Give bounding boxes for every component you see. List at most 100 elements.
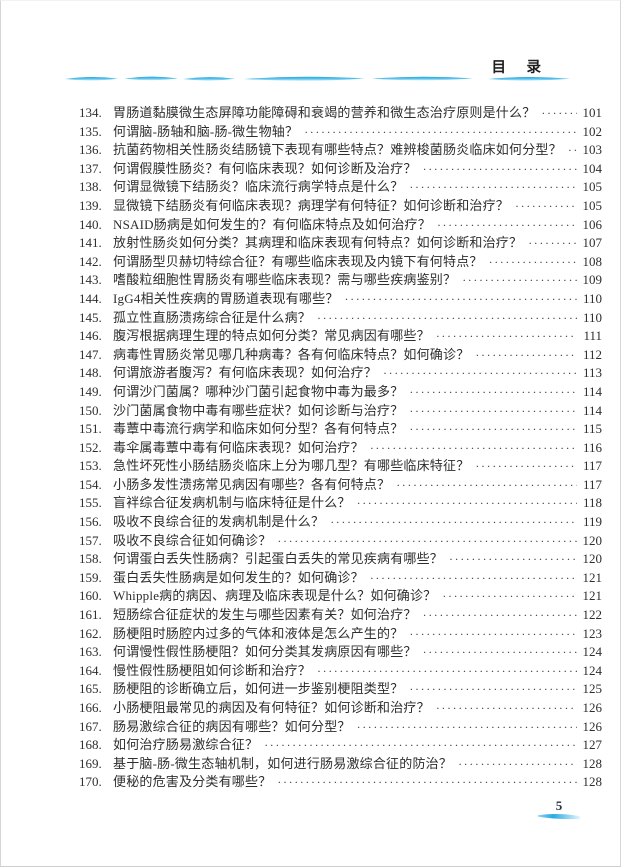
- entry-page-number: 128: [582, 755, 603, 771]
- entry-page-number: 102: [582, 123, 603, 139]
- entry-number: 154.: [79, 476, 102, 492]
- entry-title: 何谓显微镜下结肠炎？临床流行病学特点是什么？: [113, 179, 404, 195]
- entry-number: 149.: [79, 383, 102, 399]
- dot-leader: ········································…: [344, 291, 577, 306]
- toc-entry: 162. 肠梗阻时肠腔内过多的气体和液体是怎么产生的？ ··············…: [79, 625, 602, 644]
- toc-entry: 167. 肠易激综合征的病因有哪些？如何分型？ ··················…: [79, 718, 602, 737]
- toc-entry: 170. 便秘的危害及分类有哪些？ ························…: [79, 773, 602, 792]
- toc-entry: 134. 胃肠道黏膜微生态屏障功能障碍和衰竭的营养和微生态治疗原则是什么？ ····…: [79, 104, 602, 123]
- entry-page-number: 121: [582, 569, 603, 585]
- entry-number: 141.: [79, 235, 102, 251]
- entry-number: 157.: [79, 532, 102, 548]
- entry-title: 嗜酸粒细胞性胃肠炎有哪些临床表现？需与哪些疾病鉴别？: [113, 272, 457, 288]
- toc-entry: 140. NSAID肠病是如何发生的？有何临床特点及如何治疗？ ··········…: [79, 216, 602, 235]
- dot-leader: ········································…: [475, 459, 577, 474]
- entry-title: NSAID肠病是如何发生的？有何临床特点及如何治疗？: [113, 216, 431, 232]
- entry-number: 153.: [79, 458, 102, 474]
- entry-title: 急性坏死性小肠结肠炎临床上分为哪几型？有哪些临床特征？: [113, 458, 470, 474]
- entry-number: 164.: [79, 662, 102, 678]
- toc-entry: 148. 何谓旅游者腹泻？有何临床表现？如何治疗？ ················…: [79, 364, 602, 383]
- toc-entry: 160. Whipple病的病因、病理及临床表现是什么？如何确诊？ ········…: [79, 587, 602, 606]
- entry-number: 163.: [79, 644, 102, 660]
- toc-entry: 151. 毒蕈中毒流行病学和临床如何分型？各有何特点？ ··············…: [79, 420, 602, 439]
- entry-title: 蛋白丢失性肠病是如何发生的？如何确诊？: [113, 569, 364, 585]
- entry-page-number: 126: [582, 718, 603, 734]
- entry-number: 139.: [79, 197, 102, 213]
- dot-leader: ········································…: [409, 422, 577, 437]
- entry-number: 162.: [79, 625, 102, 641]
- entry-number: 147.: [79, 346, 102, 362]
- entry-title: 腹泻根据病理生理的特点如何分类？常见病因有哪些？: [113, 328, 430, 344]
- entry-page-number: 114: [582, 383, 602, 399]
- entry-page-number: 120: [582, 551, 603, 567]
- entry-page-number: 108: [582, 253, 603, 269]
- entry-title: 何谓沙门菌属？哪种沙门菌引起食物中毒为最多？: [113, 383, 404, 399]
- dot-leader: ········································…: [330, 515, 577, 530]
- entry-page-number: 110: [582, 290, 602, 306]
- entry-title: 小肠多发性溃疡常见病因有哪些？各有何特点？: [113, 476, 391, 492]
- dot-leader: ········································…: [277, 533, 577, 548]
- entry-number: 144.: [79, 290, 102, 306]
- entry-page-number: 110: [582, 309, 602, 325]
- entry-page-number: 124: [582, 644, 603, 660]
- toc-entry: 169. 基于脑-肠-微生态轴机制，如何进行肠易激综合征的防治？ ·········…: [79, 755, 602, 774]
- entry-number: 165.: [79, 681, 102, 697]
- entry-page-number: 117: [582, 476, 602, 492]
- entry-number: 150.: [79, 402, 102, 418]
- entry-number: 136.: [79, 142, 102, 158]
- dot-leader: ········································…: [356, 496, 577, 511]
- dot-leader: ········································…: [369, 440, 577, 455]
- toc-entry: 138. 何谓显微镜下结肠炎？临床流行病学特点是什么？ ··············…: [79, 178, 602, 197]
- entry-title: Whipple病的病因、病理及临床表现是什么？如何确诊？: [113, 588, 437, 604]
- folio-page-number: 5: [555, 798, 563, 813]
- entry-title: 显微镜下结肠炎有何临床表现？病理学有何特征？如何诊断和治疗？: [113, 197, 510, 213]
- entry-page-number: 128: [582, 774, 603, 790]
- dot-leader: ········································…: [435, 701, 577, 715]
- toc-entry: 139. 显微镜下结肠炎有何临床表现？病理学有何特征？如何诊断和治疗？ ······…: [79, 197, 602, 216]
- entry-page-number: 121: [582, 588, 603, 604]
- entry-number: 168.: [79, 737, 102, 753]
- dot-leader: ········································…: [528, 236, 577, 251]
- entry-page-number: 112: [582, 346, 602, 362]
- entry-title: 吸收不良综合征如何确诊？: [113, 532, 272, 548]
- toc-entry: 155. 盲袢综合征发病机制与临床特征是什么？ ··················…: [79, 494, 602, 513]
- toc-entry: 154. 小肠多发性溃疡常见病因有哪些？各有何特点？ ···············…: [79, 476, 602, 495]
- toc-entry: 159. 蛋白丢失性肠病是如何发生的？如何确诊？ ·················…: [79, 569, 602, 588]
- dot-leader: ········································…: [515, 198, 577, 213]
- entry-title: 沙门菌属食物中毒有哪些症状？如何诊断与治疗？: [113, 402, 404, 418]
- dot-leader: ········································…: [317, 310, 577, 325]
- entry-number: 160.: [79, 588, 102, 604]
- entry-number: 156.: [79, 514, 102, 530]
- entry-title: 毒蕈中毒流行病学和临床如何分型？各有何特点？: [113, 421, 404, 437]
- entry-page-number: 115: [582, 421, 602, 437]
- entry-title: 短肠综合征症状的发生与哪些因素有关？如何治疗？: [113, 607, 417, 623]
- toc-entry: 136. 抗菌药物相关性肠炎结肠镜下表现有哪些特点？难辨梭菌肠炎临床如何分型？ ··…: [79, 141, 602, 160]
- entry-number: 155.: [79, 495, 102, 511]
- dot-leader: ········································…: [277, 775, 577, 790]
- entry-number: 169.: [79, 755, 102, 771]
- dot-leader: ········································…: [462, 273, 577, 288]
- dot-leader: ········································…: [383, 366, 577, 381]
- entry-number: 140.: [79, 216, 102, 232]
- entry-title: IgG4相关性疾病的胃肠道表现有哪些？: [113, 290, 339, 306]
- entry-title: 何谓脑-肠轴和脑-肠-微生物轴？: [113, 123, 299, 139]
- entry-title: 如何治疗肠易激综合征？: [113, 737, 259, 753]
- entry-number: 152.: [79, 439, 102, 455]
- entry-title: 肠易激综合征的病因有哪些？如何分型？: [113, 718, 351, 734]
- toc-entry: 163. 何谓慢性假性肠梗阻？如何分类其发病原因有哪些？ ·············…: [79, 643, 602, 662]
- entry-title: 何谓肠型贝赫切特综合征？有哪些临床表现及内镜下有何特点？: [113, 253, 483, 269]
- entry-title: 慢性假性肠梗阻如何诊断和治疗？: [113, 662, 312, 678]
- dot-leader: ········································…: [488, 254, 577, 269]
- entry-number: 135.: [79, 123, 102, 139]
- entry-title: 基于脑-肠-微生态轴机制，如何进行肠易激综合征的防治？: [113, 755, 453, 771]
- entry-number: 170.: [79, 774, 102, 790]
- entry-title: 吸收不良综合征的发病机制是什么？: [113, 514, 325, 530]
- dot-leader: ········································…: [409, 682, 577, 697]
- entry-page-number: 122: [582, 607, 603, 623]
- entry-page-number: 105: [582, 179, 603, 195]
- entry-title: 便秘的危害及分类有哪些？: [113, 774, 272, 790]
- entry-page-number: 125: [582, 681, 603, 697]
- dot-leader: ········································…: [409, 384, 577, 399]
- dot-leader: ········································…: [396, 477, 577, 492]
- dot-leader: ········································…: [442, 589, 577, 604]
